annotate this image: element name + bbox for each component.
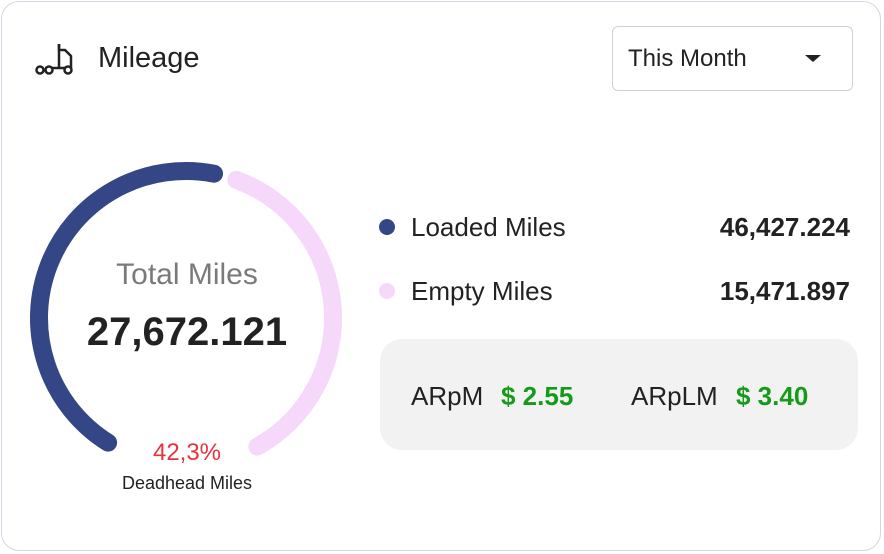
legend-dot bbox=[379, 219, 395, 235]
period-value: This Month bbox=[628, 45, 747, 72]
metric-value: $ 3.40 bbox=[736, 381, 809, 411]
legend-dot bbox=[379, 283, 395, 299]
gauge bbox=[30, 162, 342, 456]
gauge-label: Total Miles bbox=[116, 258, 258, 291]
legend-name: Loaded Miles bbox=[411, 212, 566, 242]
metric-value: $ 2.55 bbox=[501, 381, 574, 411]
gauge-total: 27,672.121 bbox=[86, 310, 288, 354]
deadhead-label: Deadhead Miles bbox=[121, 473, 253, 493]
loaded-arc bbox=[30, 162, 224, 452]
period-dropdown[interactable]: This Month bbox=[612, 26, 853, 91]
empty-arc bbox=[227, 170, 342, 456]
metric-label: ARpLM bbox=[631, 381, 718, 411]
deadhead-percent: 42,3% bbox=[152, 439, 222, 466]
legend-value: 46,427.224 bbox=[719, 212, 850, 242]
dropdown-caret bbox=[805, 55, 821, 62]
legend-name: Empty Miles bbox=[411, 276, 553, 306]
card-title: Mileage bbox=[98, 42, 200, 74]
legend-value: 15,471.897 bbox=[719, 276, 850, 306]
truck-icon bbox=[35, 44, 73, 75]
metric-label: ARpM bbox=[411, 381, 484, 411]
metrics-box: ARpM $ 2.55 ARpLM $ 3.40 bbox=[380, 339, 858, 450]
